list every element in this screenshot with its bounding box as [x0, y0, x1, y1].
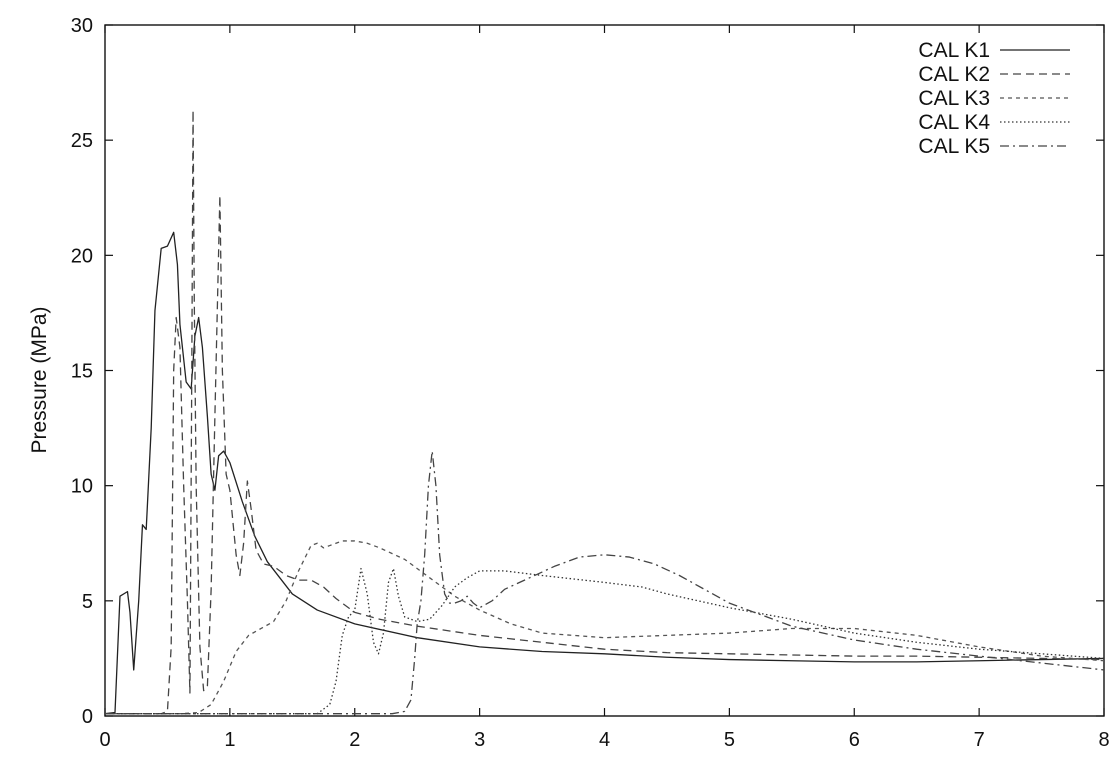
legend-label: CAL K1: [918, 39, 990, 62]
series-layer: [104, 109, 1105, 715]
x-tick-label: 7: [974, 729, 985, 751]
x-tick-label: 8: [1098, 729, 1109, 751]
series-line-cal-k5: [105, 450, 1105, 715]
y-tick-label: 20: [71, 245, 93, 267]
x-tick-label: 4: [599, 729, 610, 751]
y-tick-label: 10: [71, 476, 93, 498]
x-tick-label: 6: [849, 729, 860, 751]
y-tick-label: 25: [71, 130, 93, 152]
x-tick-label: 3: [474, 729, 485, 751]
y-tick-label: 15: [71, 361, 93, 383]
series-line-cal-k1: [104, 231, 1105, 715]
x-tick-label: 2: [349, 729, 360, 751]
series-line-cal-k4: [105, 567, 1105, 715]
x-tick-label: 1: [224, 729, 235, 751]
legend-label: CAL K4: [918, 111, 990, 134]
x-tick-label: 5: [724, 729, 735, 751]
y-axis: 0 5 10 15 20 25 30: [71, 15, 1104, 728]
y-tick-label: 30: [71, 15, 93, 37]
series-line-cal-k2: [105, 109, 1105, 715]
y-tick-label: 5: [82, 591, 93, 613]
legend-label: CAL K3: [918, 87, 990, 110]
y-axis-label: Pressure (MPa): [28, 306, 51, 453]
series-line-cal-k3: [105, 540, 1105, 715]
legend-label: CAL K5: [918, 135, 990, 158]
x-axis: 0 1 2 3 4 5 6 7 8: [99, 25, 1110, 751]
y-tick-label: 0: [82, 706, 93, 728]
legend-label: CAL K2: [918, 63, 990, 86]
x-tick-label: 0: [99, 729, 110, 751]
